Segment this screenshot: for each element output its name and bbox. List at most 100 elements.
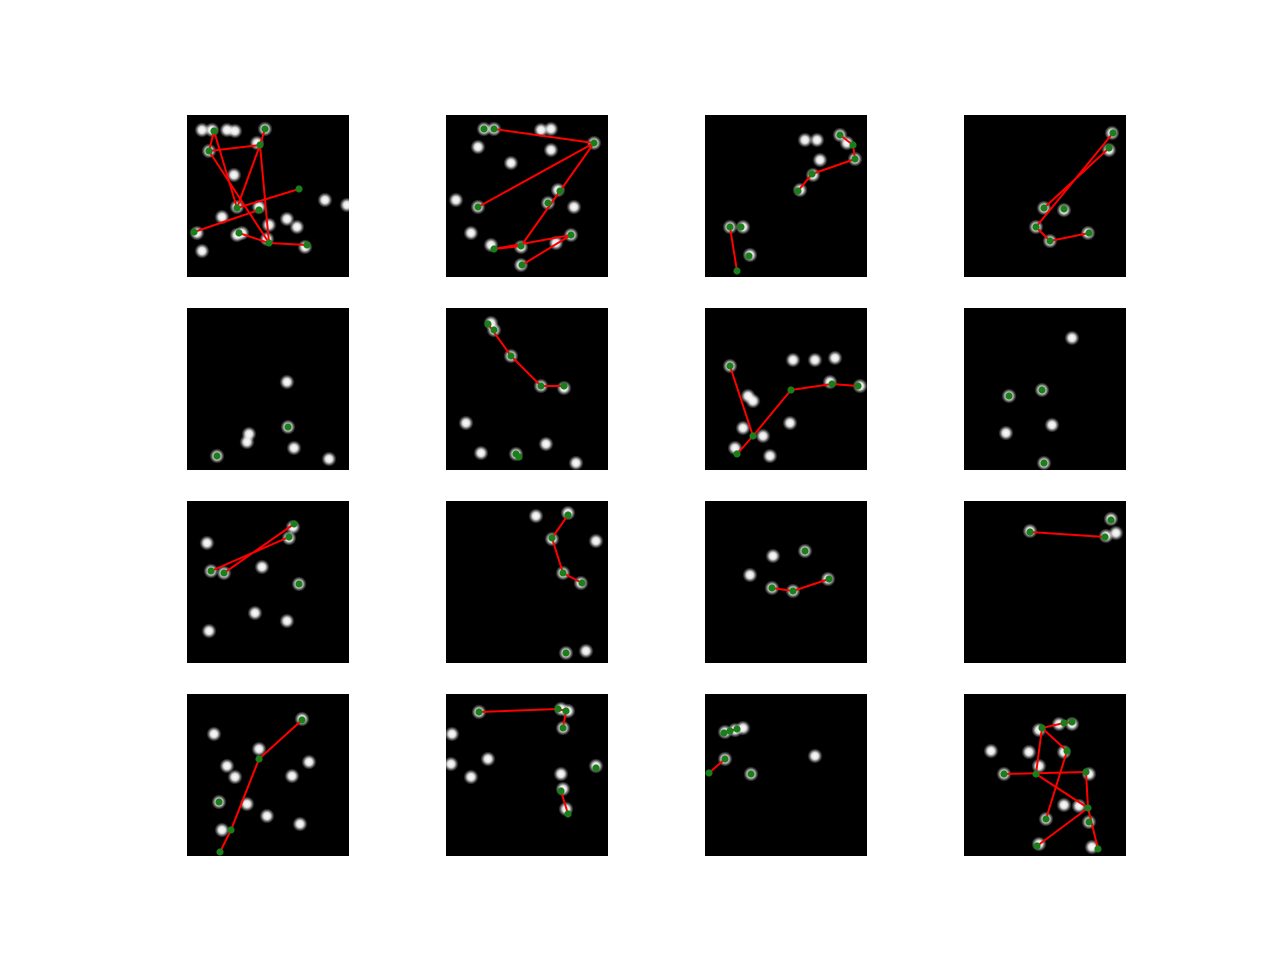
detection-point [1085, 229, 1093, 237]
detection-point [261, 125, 269, 133]
panel-canvas [1022, 511, 1124, 544]
bright-spot [543, 142, 559, 158]
detection-point [789, 587, 797, 595]
detection-point [590, 139, 598, 147]
panel-canvas [528, 505, 604, 661]
bright-spot [279, 374, 295, 390]
bright-spot [588, 533, 604, 549]
detection-point [1068, 718, 1076, 726]
image-panel [964, 308, 1126, 470]
detection-point [1032, 223, 1040, 231]
bright-spot [199, 535, 215, 551]
detection-point [721, 755, 729, 763]
panel-canvas [998, 330, 1080, 470]
panel-canvas [448, 121, 602, 273]
bright-spot [782, 415, 798, 431]
bright-spot [289, 219, 305, 235]
detection-point [1085, 818, 1093, 826]
bright-spot [446, 726, 460, 742]
detection-point [303, 241, 311, 249]
bright-spot [1021, 744, 1037, 760]
bright-spot [745, 393, 761, 409]
bright-spot [765, 548, 781, 564]
bright-spot [247, 605, 263, 621]
bright-spot [292, 816, 308, 832]
bright-spot [219, 758, 235, 774]
bright-spot [528, 508, 544, 524]
bright-spot [279, 211, 295, 227]
detection-point [1033, 842, 1041, 850]
detection-point [1038, 724, 1046, 732]
image-panel [964, 501, 1126, 663]
detection-point [1082, 768, 1090, 776]
detection-point [849, 141, 857, 149]
track-line [1043, 147, 1110, 209]
detection-point [490, 245, 498, 253]
bright-spot [194, 243, 210, 259]
detection-point [255, 206, 263, 214]
bright-spot [286, 440, 302, 456]
bright-spot [566, 199, 582, 215]
bright-spot [1044, 417, 1060, 433]
bright-spot [226, 167, 242, 183]
panel-canvas [983, 716, 1102, 855]
detection-point [213, 452, 221, 460]
track-line [1085, 771, 1089, 809]
detection-point [1038, 386, 1046, 394]
detection-point [733, 450, 741, 458]
bright-spot [797, 132, 813, 148]
detection-point [1005, 392, 1013, 400]
detection-point [215, 798, 223, 806]
panel-canvas [722, 350, 867, 464]
detection-point [474, 203, 482, 211]
bright-spot [239, 434, 255, 450]
detection-point [564, 810, 572, 818]
detection-point [747, 770, 755, 778]
detection-point [190, 228, 198, 236]
detection-point [290, 520, 298, 528]
detection-point [1060, 205, 1068, 213]
detection-point [1107, 516, 1115, 524]
detection-point [592, 764, 600, 772]
detection-point [210, 127, 218, 135]
detection-point [1094, 845, 1102, 853]
detection-point [1040, 459, 1048, 467]
track-line [493, 234, 572, 250]
track-line [193, 209, 260, 233]
panel-canvas [705, 720, 823, 782]
bright-spot [201, 623, 217, 639]
track-line [521, 234, 572, 266]
track-line [1003, 771, 1087, 775]
bright-spot [543, 121, 559, 137]
bright-spot [206, 726, 222, 742]
bright-spot [473, 445, 489, 461]
bright-spot [568, 455, 584, 470]
detection-point [726, 727, 734, 735]
detection-point [216, 848, 224, 856]
detection-point [1101, 533, 1109, 541]
bright-spot [227, 123, 243, 139]
image-panel [187, 694, 349, 856]
bright-spot [446, 756, 459, 772]
panel-canvas [446, 701, 604, 818]
detection-point [733, 725, 741, 733]
bright-spot [251, 741, 267, 757]
bright-spot [470, 139, 486, 155]
detection-point [515, 453, 523, 461]
detection-point [554, 705, 562, 713]
track-line [1035, 132, 1114, 242]
bright-spot [261, 217, 277, 233]
detection-point [235, 229, 243, 237]
track-line [236, 144, 261, 209]
detection-point [1042, 815, 1050, 823]
detection-point [205, 147, 213, 155]
panel-canvas [722, 127, 863, 275]
detection-point [227, 826, 235, 834]
bright-spot [807, 748, 823, 764]
detection-point [564, 511, 572, 519]
panel-canvas [206, 711, 317, 856]
detection-point [284, 423, 292, 431]
detection-point [518, 261, 526, 269]
track-line [259, 144, 270, 244]
